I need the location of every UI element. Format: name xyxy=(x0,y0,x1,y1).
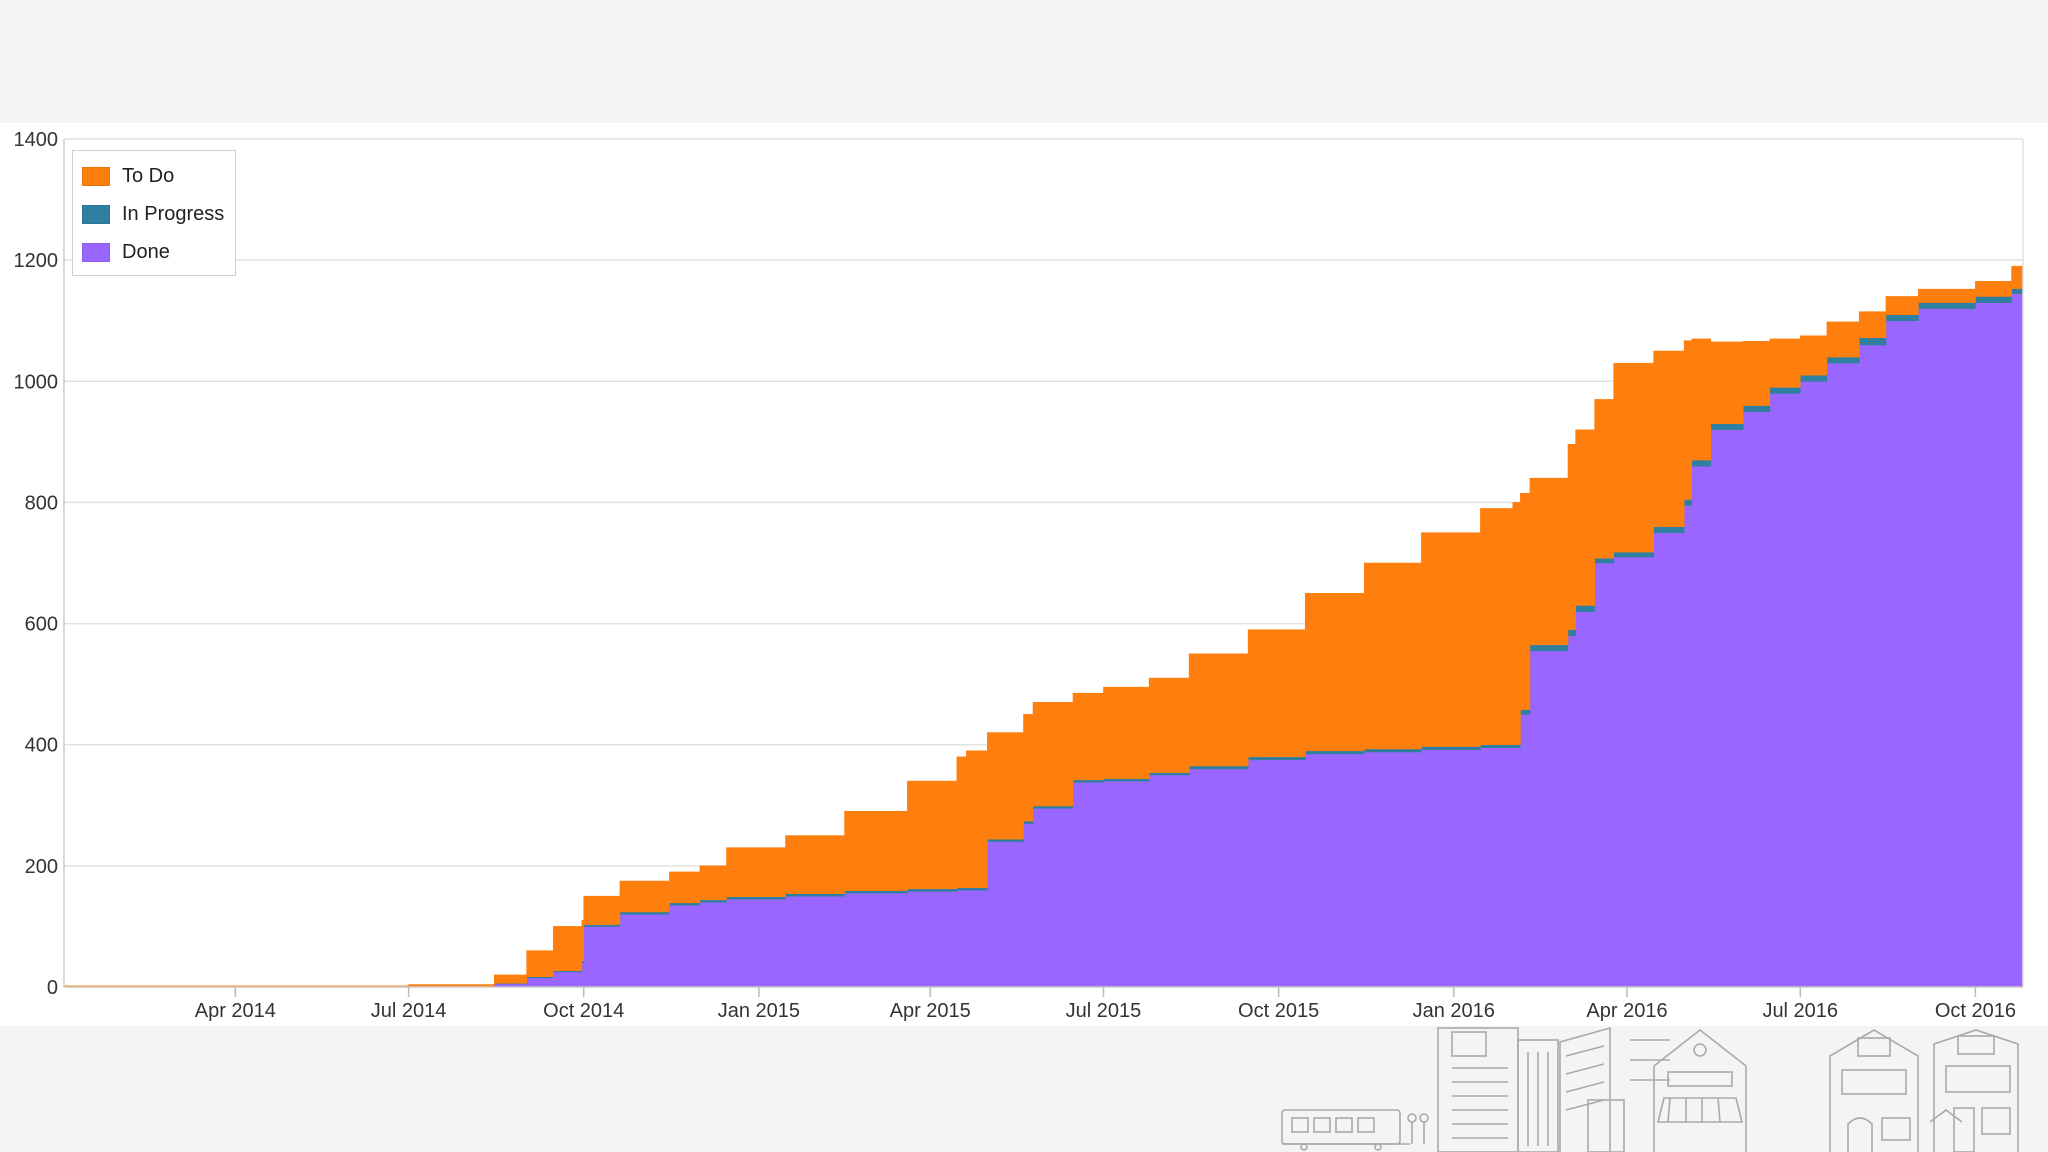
y-tick-label: 0 xyxy=(47,977,58,999)
x-tick-label: Jul 2014 xyxy=(371,1000,447,1022)
stacked-area-chart: 0 200 400 600 800 1000 1200 1400 Apr 2014 Jul 201… xyxy=(14,129,2024,1022)
legend-label: In Progress xyxy=(122,202,225,225)
x-tick-label: Jan 2016 xyxy=(1413,1000,1495,1022)
y-tick-label: 1400 xyxy=(14,129,59,151)
y-tick-label: 1000 xyxy=(14,371,59,393)
legend-label: Done xyxy=(122,240,170,263)
y-tick-label: 800 xyxy=(25,492,58,514)
chart-panel: 0 200 400 600 800 1000 1200 1400 Apr 2014 Jul 201… xyxy=(0,123,2048,1026)
x-tick-label: Jul 2016 xyxy=(1762,1000,1838,1022)
legend-item: Done xyxy=(73,233,235,271)
x-tick-label: Jan 2015 xyxy=(718,1000,800,1022)
y-tick-label: 200 xyxy=(25,856,58,878)
x-tick-label: Apr 2014 xyxy=(195,1000,276,1022)
x-tick-label: Apr 2016 xyxy=(1586,1000,1667,1022)
x-tick-label: Oct 2016 xyxy=(1935,1000,2016,1022)
area-series-group xyxy=(63,257,2024,988)
legend-item: In Progress xyxy=(73,195,235,233)
y-tick-label: 600 xyxy=(25,614,58,636)
x-tick-label: Oct 2015 xyxy=(1238,1000,1319,1022)
x-tick-label: Oct 2014 xyxy=(543,1000,624,1022)
legend-swatch xyxy=(82,204,110,224)
legend-label: To Do xyxy=(122,164,175,187)
y-tick-label: 1200 xyxy=(14,250,59,272)
legend-swatch xyxy=(82,166,110,186)
x-tick-label: Jul 2015 xyxy=(1066,1000,1142,1022)
city-street-icon xyxy=(1281,1026,2019,1152)
legend-swatch xyxy=(82,242,110,262)
legend: To Do In Progress Done xyxy=(72,150,236,276)
legend-item: To Do xyxy=(73,157,235,195)
y-tick-label: 400 xyxy=(25,735,58,757)
x-tick-label: Apr 2015 xyxy=(890,1000,971,1022)
axes: 0 200 400 600 800 1000 1200 1400 Apr 2014 Jul 201… xyxy=(14,129,2024,1022)
